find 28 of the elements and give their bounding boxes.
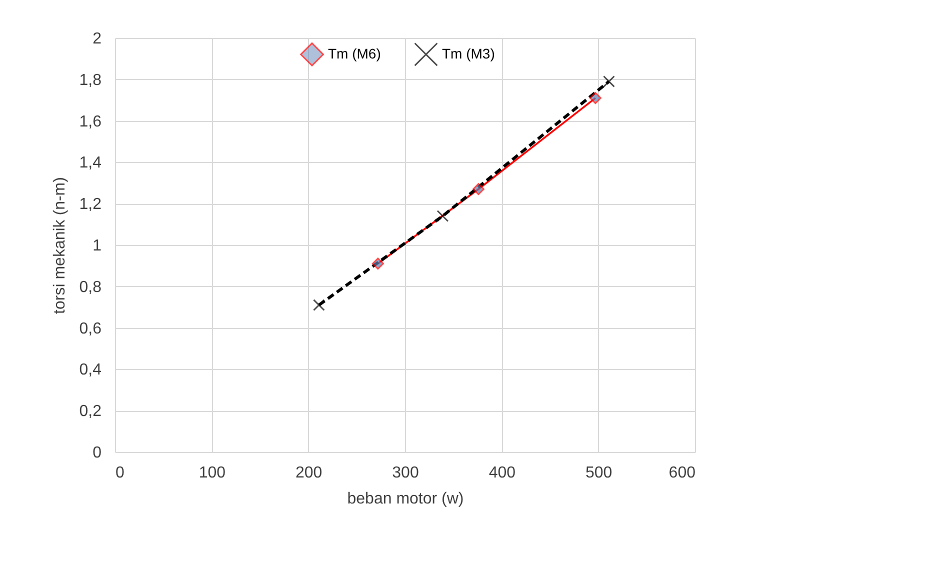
x-tick-label: 500 (585, 464, 612, 482)
point (436, 210, 449, 222)
point (602, 75, 615, 88)
y-tick-label: 0,8 (79, 278, 102, 296)
legend-label: Tm (M6) (328, 45, 381, 62)
x-tick-label: 200 (295, 464, 322, 482)
point (372, 258, 384, 270)
point (312, 299, 325, 312)
x-tick-label: 600 (668, 464, 696, 482)
y-tick-label: 1,6 (79, 113, 102, 130)
point (472, 183, 484, 196)
y-tick-label: 0 (92, 444, 102, 462)
x-tick-label: 100 (198, 464, 226, 482)
y-tick-label: 0,4 (79, 362, 102, 379)
y-axis-title: torsi mekanik (n-m) (51, 177, 68, 314)
x-axis-title: beban motor (w) (347, 490, 464, 508)
legend-label: Tm (M3) (442, 45, 495, 62)
point (589, 92, 602, 104)
x-tick-label: 0 (116, 464, 124, 482)
y-tick-label: 1 (92, 238, 102, 254)
y-tick-label: 1,8 (79, 72, 102, 89)
y-tick-label: 1,4 (79, 154, 102, 172)
x-tick-label: 300 (392, 464, 419, 482)
y-tick-label: 1,2 (79, 196, 102, 214)
y-tick-label: 2 (92, 30, 102, 48)
y-tick-label: 0,6 (79, 320, 102, 338)
y-tick-label: 0,2 (79, 403, 102, 420)
x-tick-label: 400 (488, 464, 516, 482)
